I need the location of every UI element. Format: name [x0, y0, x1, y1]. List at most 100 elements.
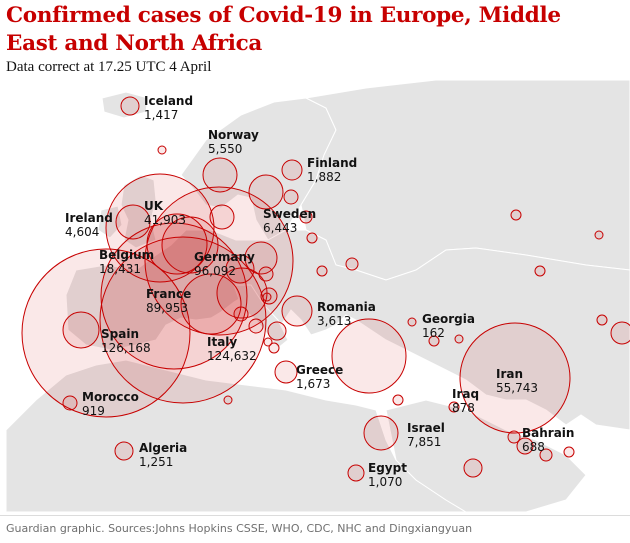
bubble-poland [244, 241, 278, 275]
map-labels: Iceland 1,417 Norway 5,550 Finland 1,882… [65, 94, 574, 489]
bubble-uzbekistan [596, 314, 608, 326]
bubble-russia [510, 209, 522, 221]
bubble-turkey [331, 318, 407, 394]
label-norway-name: Norway [208, 128, 259, 142]
bubble-egypt [347, 464, 365, 482]
label-greece-cases: 1,673 [296, 377, 330, 391]
label-iran-name: Iran [496, 367, 523, 381]
label-greece-name: Greece [296, 363, 343, 377]
label-iraq-name: Iraq [452, 387, 479, 401]
label-germany-cases: 96,092 [194, 264, 236, 278]
bubble-kyrgyz [594, 230, 604, 240]
bubble-finland [281, 159, 303, 181]
label-egypt-cases: 1,070 [368, 475, 402, 489]
bubble-macedonia [268, 342, 280, 354]
bubble-israel [363, 415, 399, 451]
label-finland-cases: 1,882 [307, 170, 341, 184]
bubble-ukraine [345, 257, 359, 271]
bubble-georgia [428, 335, 440, 347]
chart-title: Confirmed cases of Covid-19 in Europe, M… [6, 3, 561, 56]
bubble-estonia [283, 189, 299, 205]
label-morocco-cases: 919 [82, 404, 105, 418]
bubble-romania [281, 295, 313, 327]
label-france-cases: 89,953 [146, 301, 188, 315]
continent-land [65, 229, 630, 431]
bubble-italy [99, 236, 267, 404]
bubble-map: Iceland 1,417 Norway 5,550 Finland 1,882… [6, 80, 630, 512]
label-norway-cases: 5,550 [208, 142, 242, 156]
label-france-name: France [146, 287, 191, 301]
bubble-belarus [316, 265, 328, 277]
bubble-luxembourg [262, 292, 272, 302]
label-bahrain-name: Bahrain [522, 426, 574, 440]
bubble-lebanon [392, 394, 404, 406]
label-egypt-name: Egypt [368, 461, 407, 475]
bubble-afghanistan [610, 321, 630, 345]
label-spain-cases: 126,168 [101, 341, 151, 355]
bubble-greece [274, 360, 298, 384]
bubble-latvia [299, 210, 313, 224]
bubble-algeria [114, 441, 134, 461]
bubble-albania [263, 337, 273, 347]
label-romania-cases: 3,613 [317, 314, 351, 328]
label-ireland-name: Ireland [65, 211, 113, 225]
label-georgia-cases: 162 [422, 326, 445, 340]
label-iran-cases: 55,743 [496, 381, 538, 395]
bubble-slovenia [233, 306, 249, 322]
bubble-sweden [248, 174, 284, 210]
bubble-bahrain [507, 430, 521, 444]
ireland-land [97, 205, 123, 239]
label-italy-name: Italy [207, 335, 237, 349]
land-layer [6, 80, 630, 512]
label-romania-name: Romania [317, 300, 376, 314]
britain-land [120, 174, 157, 249]
label-iraq-cases: 878 [452, 401, 475, 415]
bubble-france [100, 222, 248, 370]
label-italy-cases: 124,632 [207, 349, 257, 363]
bubble-croatia [248, 318, 264, 334]
bubble-qatar [516, 437, 534, 455]
label-israel-cases: 7,851 [407, 435, 441, 449]
label-algeria-name: Algeria [139, 441, 187, 455]
label-uk-cases: 41,903 [144, 213, 186, 227]
bubble-azerbaijan [454, 334, 464, 344]
bubble-hungary [258, 266, 274, 282]
bubble-faroe [157, 145, 167, 155]
label-finland-name: Finland [307, 156, 357, 170]
label-belgium-name: Belgium [99, 248, 154, 262]
label-israel-name: Israel [407, 421, 445, 435]
label-belgium-cases: 18,431 [99, 262, 141, 276]
bubble-uae [563, 446, 575, 458]
bubbles [21, 96, 630, 482]
bubble-portugal [62, 311, 100, 349]
label-sweden-cases: 6,443 [263, 221, 297, 235]
bubble-serbia [260, 287, 278, 305]
bubble-iraq [448, 401, 460, 413]
label-iceland-name: Iceland [144, 94, 193, 108]
bubble-kuwait [539, 448, 553, 462]
label-algeria-cases: 1,251 [139, 455, 173, 469]
chart-subtitle: Data correct at 17.25 UTC 4 April [6, 59, 212, 75]
label-spain-name: Spain [101, 327, 139, 341]
bubble-lithuania [306, 232, 318, 244]
bubble-uk [105, 173, 215, 283]
bubble-tunisia [223, 395, 233, 405]
bubble-switzerland [180, 273, 242, 335]
label-ireland-cases: 4,604 [65, 225, 99, 239]
bubble-czechia [225, 254, 255, 284]
bubble-morocco [62, 395, 78, 411]
bubble-saudi [463, 458, 483, 478]
bubble-norway [202, 157, 238, 193]
italy-land [233, 284, 289, 349]
bubble-denmark [209, 204, 235, 230]
bubble-spain [21, 248, 191, 418]
bubble-kazakhstan [534, 265, 546, 277]
source-footer: Guardian graphic. Sources:Johns Hopkins … [6, 522, 473, 535]
label-sweden-name: Sweden [263, 207, 316, 221]
bubble-iceland [120, 96, 140, 116]
label-iceland-cases: 1,417 [144, 108, 178, 122]
label-morocco-name: Morocco [82, 390, 139, 404]
bubble-bulgaria [267, 321, 287, 341]
bubble-iran [459, 322, 571, 434]
label-germany-name: Germany [194, 250, 255, 264]
